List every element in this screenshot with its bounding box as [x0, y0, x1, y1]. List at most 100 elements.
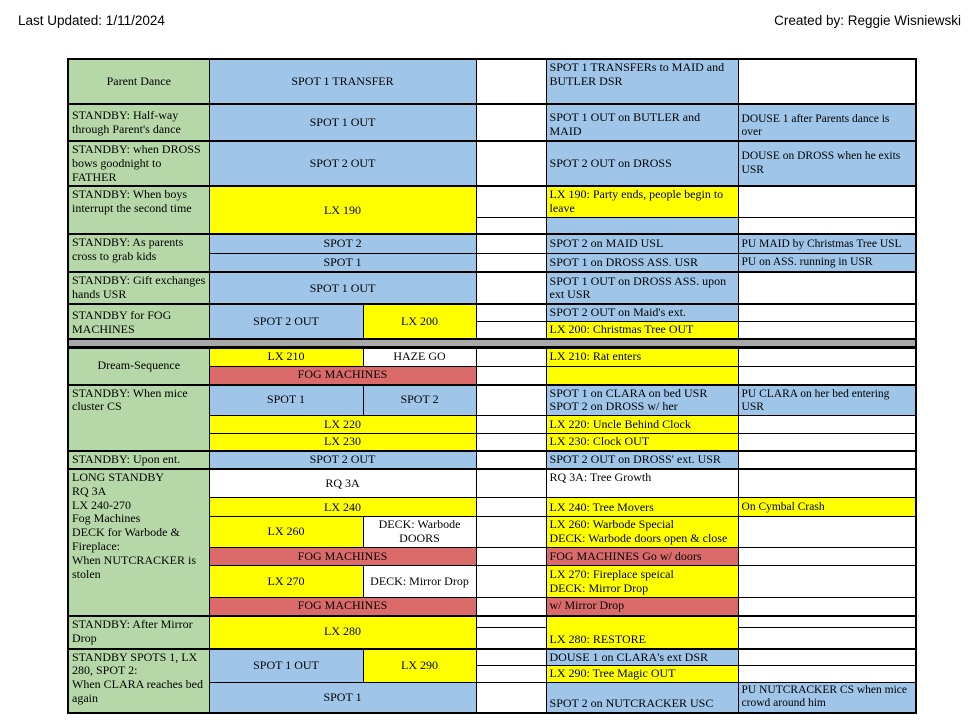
spacer-cell: [475, 233, 547, 254]
last-updated-label: Last Updated: 1/11/2024: [18, 13, 165, 28]
standby-cell-long-standby: LONG STANDBY RQ 3A LX 240-270 Fog Machin…: [67, 467, 210, 617]
notes-cell: DOUSE 1 after Parents dance is over: [737, 103, 917, 142]
page-header: Last Updated: 1/11/2024 Created by: Regg…: [18, 13, 961, 28]
cue-cell-rq-3a: RQ 3A: [208, 467, 477, 499]
cue-cell-haze-go: HAZE GO: [362, 346, 477, 368]
spacer-cell: [475, 346, 547, 368]
spacer-cell: [475, 614, 547, 629]
cue-cell-lx-280: LX 280: [208, 614, 477, 650]
notes-cell: [737, 185, 917, 218]
description-cell: LX 200: Christmas Tree OUT: [545, 321, 739, 340]
spacer-cell: [475, 383, 547, 417]
cue-cell-lx-230: LX 230: [208, 433, 477, 452]
description-cell: [545, 216, 739, 235]
spacer-cell: [475, 139, 547, 187]
spacer-cell: [475, 321, 547, 340]
description-cell: SPOT 2 on NUTCRACKER USC: [545, 682, 739, 714]
spacer-cell: [475, 252, 547, 273]
standby-cell-parent-dance: Parent Dance: [67, 58, 210, 105]
description-cell: LX 260: Warbode Special DECK: Warbode do…: [545, 516, 739, 549]
cue-cell-lx-240: LX 240: [208, 497, 477, 518]
cue-cell-fog-machines: FOG MACHINES: [208, 547, 477, 567]
spacer-cell: [475, 547, 547, 567]
notes-cell: [737, 216, 917, 235]
cue-cell-lx-260: LX 260: [208, 516, 364, 549]
cue-cell-spot-1-out: SPOT 1 OUT: [208, 103, 477, 142]
spacer-cell: [475, 449, 547, 470]
notes-cell: On Cymbal Crash: [737, 497, 917, 518]
notes-cell: [737, 321, 917, 340]
cue-cell-deck-mirror-drop: DECK: Mirror Drop: [362, 565, 477, 599]
standby-cell: STANDBY: When boys interrupt the second …: [67, 185, 210, 235]
notes-cell: [737, 303, 917, 323]
cue-cell-fog-machines: FOG MACHINES: [208, 366, 477, 386]
cue-cell-spot-2-out: SPOT 2 OUT: [208, 139, 477, 187]
cue-cell-spot-1: SPOT 1: [208, 383, 364, 417]
spacer-cell: [475, 597, 547, 617]
description-cell: RQ 3A: Tree Growth: [545, 467, 739, 499]
cue-sheet-table: Parent Dance SPOT 1 TRANSFER SPOT 1 TRAN…: [66, 58, 918, 714]
spacer-cell: [475, 216, 547, 235]
standby-cell: STANDBY: After Mirror Drop: [67, 614, 210, 650]
description-cell: SPOT 1 OUT on BUTLER and MAID: [545, 103, 739, 142]
standby-cell: STANDBY: Gift exchanges hands USR: [67, 271, 210, 305]
spacer-cell: [475, 627, 547, 650]
description-cell: LX 290: Tree Magic OUT: [545, 665, 739, 684]
notes-cell: [737, 449, 917, 470]
cue-cell-spot-2: SPOT 2: [362, 383, 477, 417]
spacer-cell: [475, 497, 547, 518]
standby-cell: STANDBY: Upon ent.: [67, 449, 210, 470]
notes-cell: [737, 271, 917, 305]
description-cell: FOG MACHINES Go w/ doors: [545, 547, 739, 567]
description-cell: SPOT 1 on CLARA on bed USR SPOT 2 on DRO…: [545, 383, 739, 417]
description-cell: SPOT 1 TRANSFERs to MAID and BUTLER DSR: [545, 58, 739, 105]
standby-cell: STANDBY: As parents cross to grab kids: [67, 233, 210, 273]
notes-cell: [737, 614, 917, 629]
notes-cell: [737, 565, 917, 599]
notes-cell: [737, 58, 917, 105]
spacer-cell: [475, 185, 547, 218]
cue-cell-spot-2: SPOT 2: [208, 233, 477, 254]
spacer-cell: [475, 433, 547, 452]
spacer-cell: [475, 665, 547, 684]
cue-cell-deck-warbode-doors: DECK: Warbode DOORS: [362, 516, 477, 549]
notes-cell: [737, 346, 917, 368]
spacer-cell: [475, 467, 547, 499]
notes-cell: [737, 597, 917, 617]
description-cell: DOUSE 1 on CLARA's ext DSR: [545, 647, 739, 667]
cue-cell-spot-1-out: SPOT 1 OUT: [208, 271, 477, 305]
spacer-cell: [475, 303, 547, 323]
standby-cell: STANDBY: When mice cluster CS: [67, 383, 210, 452]
notes-cell: [737, 516, 917, 549]
notes-cell: [737, 647, 917, 667]
spacer-cell: [475, 415, 547, 435]
notes-cell: PU CLARA on her bed entering USR: [737, 383, 917, 417]
notes-cell: [737, 547, 917, 567]
description-cell: SPOT 1 on DROSS ASS. USR: [545, 252, 739, 273]
cue-cell-lx-190: LX 190: [208, 185, 477, 235]
cue-cell-spot-2-out: SPOT 2 OUT: [208, 303, 364, 340]
cue-cell-spot-1: SPOT 1: [208, 252, 477, 273]
description-cell: w/ Mirror Drop: [545, 597, 739, 617]
standby-cell: STANDBY for FOG MACHINES: [67, 303, 210, 340]
standby-cell: STANDBY: when DROSS bows goodnight to FA…: [67, 139, 210, 187]
description-cell: LX 210: Rat enters: [545, 346, 739, 368]
notes-cell: [737, 433, 917, 452]
cue-cell-spot-2-out: SPOT 2 OUT: [208, 449, 477, 470]
spacer-cell: [475, 58, 547, 105]
description-cell: LX 230: Clock OUT: [545, 433, 739, 452]
description-cell: LX 190: Party ends, people begin to leav…: [545, 185, 739, 218]
description-cell: LX 220: Uncle Behind Clock: [545, 415, 739, 435]
created-by-label: Created by: Reggie Wisniewski: [774, 13, 961, 28]
notes-cell: PU on ASS. running in USR: [737, 252, 917, 273]
cue-cell-lx-210: LX 210: [208, 346, 364, 368]
section-divider-bar: [70, 339, 916, 347]
spacer-cell: [475, 103, 547, 142]
cue-cell-lx-290: LX 290: [362, 647, 477, 684]
description-cell: SPOT 2 OUT on DROSS: [545, 139, 739, 187]
notes-cell: PU NUTCRACKER CS when mice crowd around …: [737, 682, 917, 714]
spacer-cell: [475, 516, 547, 549]
description-cell: SPOT 2 OUT on Maid's ext.: [545, 303, 739, 323]
description-cell: LX 240: Tree Movers: [545, 497, 739, 518]
description-cell: SPOT 2 OUT on DROSS' ext. USR: [545, 449, 739, 470]
